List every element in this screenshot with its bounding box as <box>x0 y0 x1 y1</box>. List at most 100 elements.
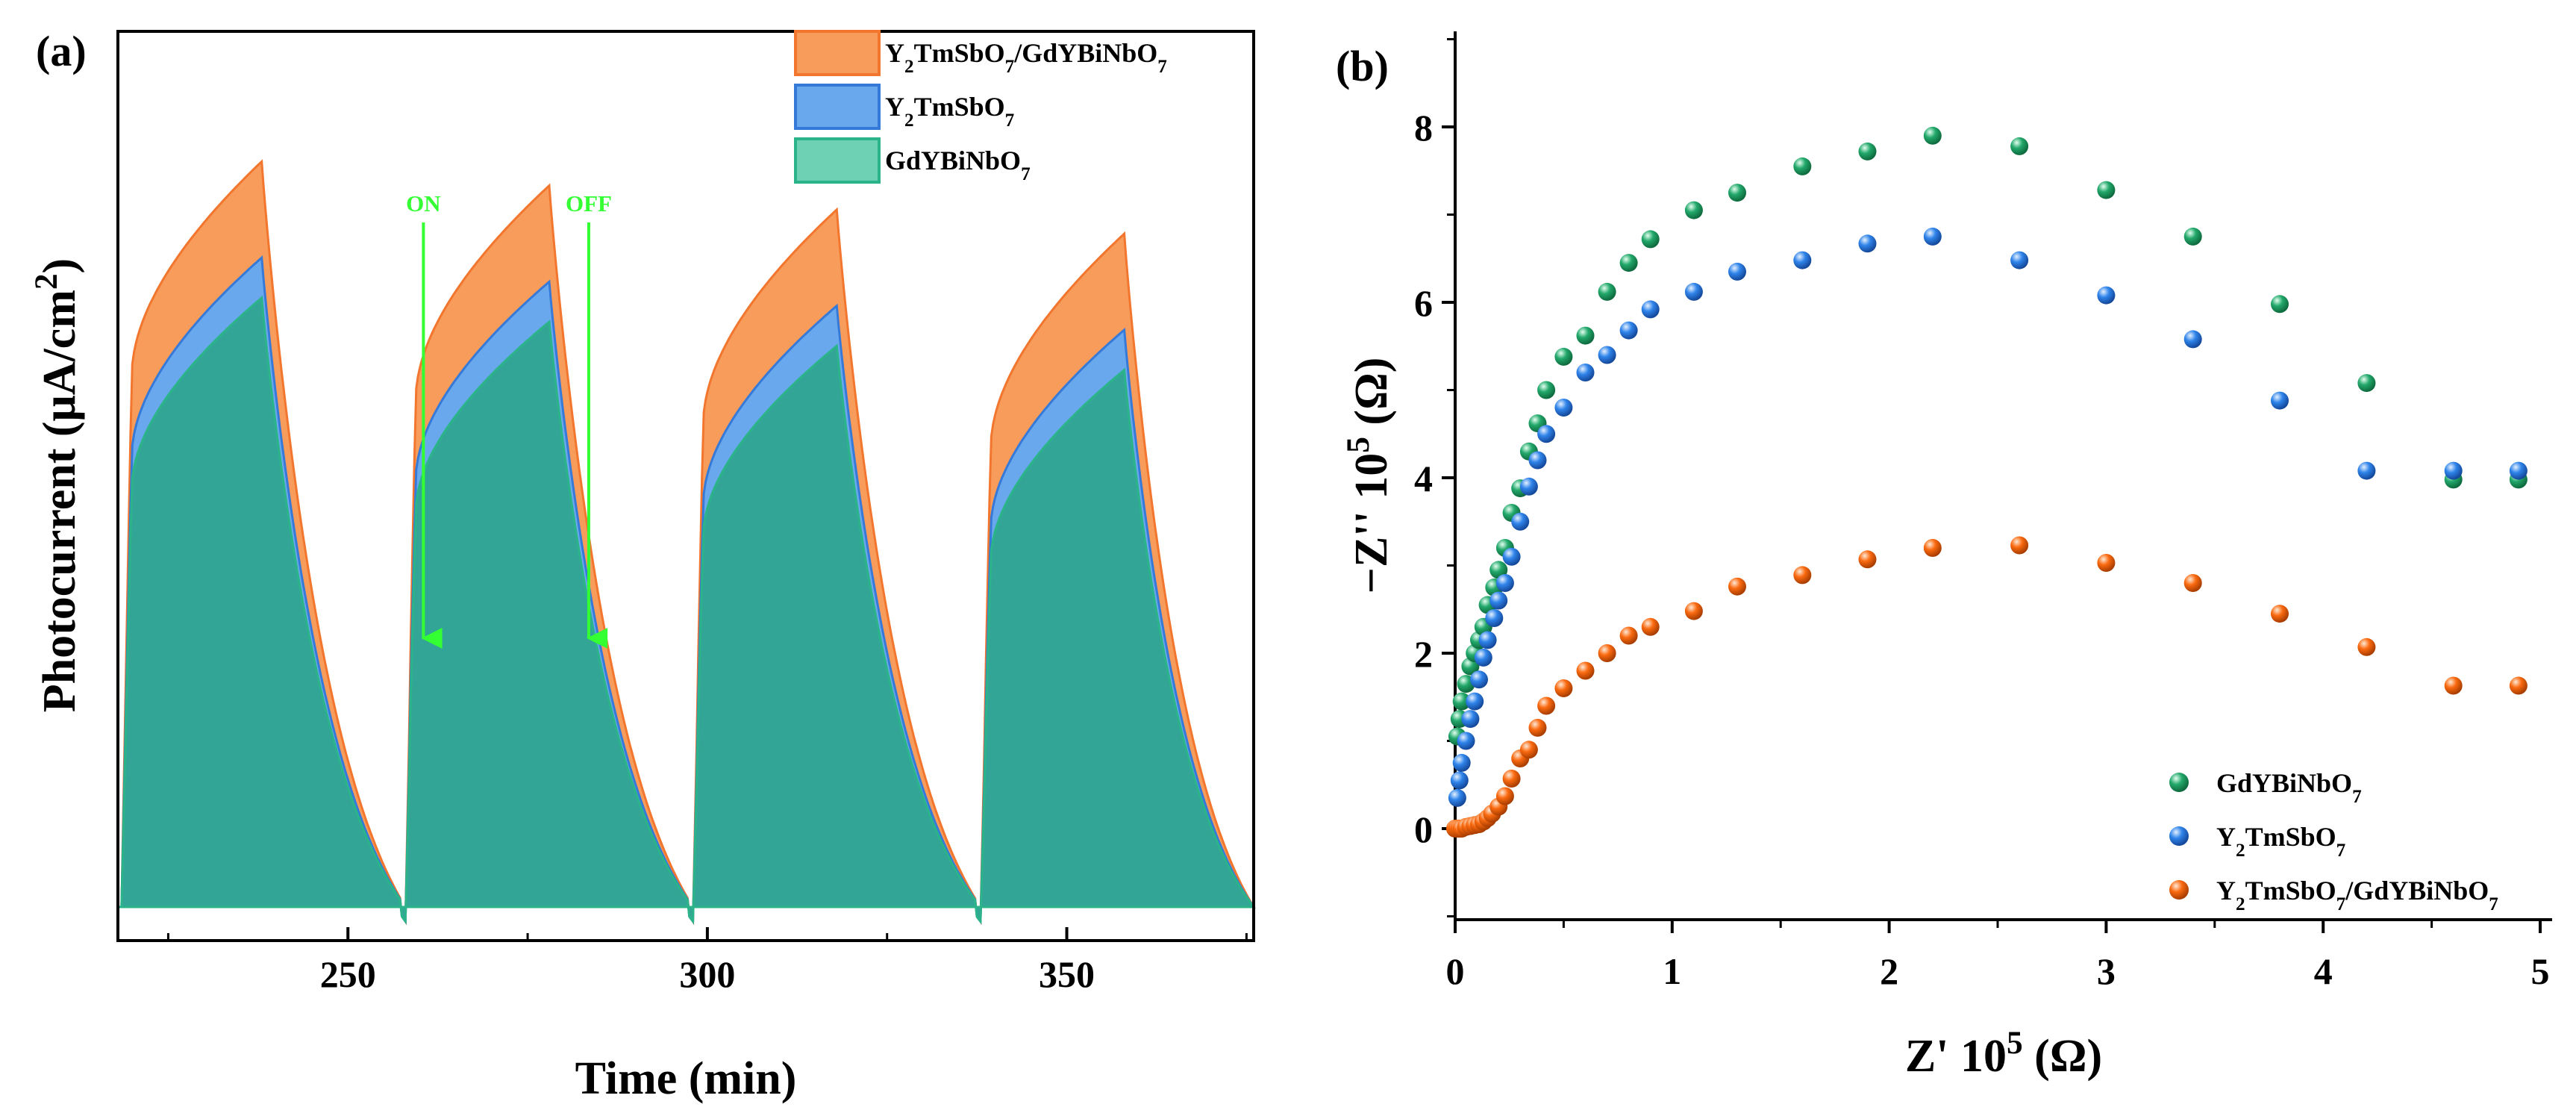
legend-swatch-a-2 <box>794 137 881 184</box>
panel-b-label: (b) <box>1336 42 1389 90</box>
b-x-title-tail: (Ω) <box>2023 1031 2102 1082</box>
legend-a-part: 7 <box>1021 164 1031 184</box>
data-point-series-0 <box>1684 201 1703 219</box>
data-point-series-2 <box>1619 626 1638 645</box>
data-point-series-0 <box>2010 137 2029 155</box>
panel-b-ticks: 0 1 2 3 4 5 0 2 4 6 8 <box>1414 38 2550 992</box>
data-point-series-2 <box>2010 536 2029 555</box>
data-point-series-1 <box>1478 631 1497 649</box>
panel-a-annotations: ON OFF <box>406 190 612 649</box>
data-point-series-0 <box>1619 254 1638 272</box>
data-point-series-1 <box>2509 461 2527 480</box>
data-point-series-0 <box>1452 692 1471 711</box>
data-point-series-1 <box>1474 648 1492 667</box>
b-x-tick-label: 3 <box>2097 950 2116 992</box>
data-point-series-1 <box>1466 692 1484 711</box>
a-y-title-tail: ) <box>34 258 85 274</box>
a-x-tick-label: 300 <box>679 953 735 995</box>
data-point-series-0 <box>2357 374 2376 393</box>
legend-a-part: 7 <box>1005 57 1015 77</box>
data-point-series-1 <box>1684 282 1703 301</box>
legend-a-part: 2 <box>904 110 914 131</box>
b-y-tick-label: 8 <box>1414 107 1433 149</box>
legend-b-part: Y <box>2216 822 2236 852</box>
b-x-tick-label: 0 <box>1446 950 1465 992</box>
a-x-tick-label: 250 <box>320 953 376 995</box>
data-point-series-0 <box>1537 381 1556 399</box>
legend-b-part: 2 <box>2236 841 2245 861</box>
data-point-series-1 <box>1495 574 1514 592</box>
legend-b-part: 7 <box>2336 894 2346 914</box>
b-y-tick-label: 4 <box>1414 458 1433 499</box>
legend-a-part: TmSbO <box>914 92 1005 122</box>
b-y-title-base: −Z'' 10 <box>1346 453 1397 594</box>
data-point-series-2 <box>1576 661 1595 680</box>
data-point-series-1 <box>2271 391 2289 410</box>
data-point-series-0 <box>1923 126 1942 145</box>
b-y-tick-label: 2 <box>1414 633 1433 675</box>
legend-label-b-1: Y2TmSbO7 <box>2216 822 2345 861</box>
annotation-on: ON <box>406 190 441 216</box>
data-point-series-2 <box>1793 566 1812 585</box>
data-point-series-2 <box>1923 539 1942 557</box>
legend-label-b-2: Y2TmSbO7/GdYBiNbO7 <box>2216 876 2498 914</box>
a-x-tick-label: 350 <box>1039 953 1095 995</box>
data-point-series-1 <box>1519 477 1538 496</box>
legend-label-b-0: GdYBiNbO7 <box>2216 768 2362 807</box>
data-point-series-2 <box>1554 679 1573 697</box>
legend-b-part: 7 <box>2336 841 2346 861</box>
panel-a-x-ticks: 250 300 350 <box>166 927 1248 995</box>
data-point-series-0 <box>2097 181 2116 199</box>
data-point-series-1 <box>1528 451 1547 470</box>
data-point-series-1 <box>1461 710 1480 729</box>
panel-a-frame <box>116 30 1255 942</box>
legend-marker-b-0 <box>2169 773 2189 792</box>
data-point-series-1 <box>1470 670 1488 689</box>
data-point-series-1 <box>1576 364 1595 381</box>
legend-a-part: Y <box>885 92 904 122</box>
data-point-series-2 <box>1519 741 1538 759</box>
data-point-series-1 <box>2444 461 2463 480</box>
a-y-title-sup: 2 <box>28 273 64 290</box>
data-point-series-1 <box>1537 425 1556 443</box>
b-x-tick-label: 1 <box>1663 950 1681 992</box>
data-point-series-1 <box>2183 330 2202 349</box>
legend-label-a-1: Y2TmSbO7 <box>885 92 1014 131</box>
area-series-2 <box>118 295 1256 925</box>
data-point-series-2 <box>2271 605 2289 623</box>
data-point-series-1 <box>1448 788 1466 807</box>
data-point-series-0 <box>1858 142 1877 160</box>
data-point-series-2 <box>2444 676 2463 695</box>
annotation-off: OFF <box>566 190 612 216</box>
legend-a-part: 7 <box>1157 57 1167 77</box>
data-point-series-1 <box>1511 512 1530 531</box>
data-point-series-2 <box>2509 676 2527 695</box>
data-point-series-1 <box>1457 732 1475 750</box>
data-point-series-2 <box>1728 577 1746 596</box>
legend-b-part: GdYBiNbO <box>2216 768 2352 798</box>
panel-a-label: (a) <box>36 27 87 75</box>
data-point-series-1 <box>2097 286 2116 305</box>
data-point-series-2 <box>1528 718 1547 737</box>
legend-swatch-a-1 <box>794 84 881 130</box>
b-x-title-base: Z' 10 <box>1905 1031 2007 1082</box>
legend-b-part: TmSbO <box>2245 822 2336 852</box>
b-x-title-sup: 5 <box>2007 1025 2023 1061</box>
data-point-series-1 <box>2357 461 2376 480</box>
b-y-tick-label: 0 <box>1414 808 1433 850</box>
panel-b-x-axis-title: Z' 105 (Ω) <box>1905 1025 2102 1082</box>
data-point-series-0 <box>1576 326 1595 345</box>
legend-label-a-2: GdYBiNbO7 <box>885 146 1031 184</box>
panel-a-x-axis-title: Time (min) <box>575 1053 797 1104</box>
data-point-series-0 <box>2183 227 2202 246</box>
data-point-series-0 <box>1641 230 1660 249</box>
panel-b-points <box>1446 126 2527 838</box>
legend-marker-b-1 <box>2169 826 2189 846</box>
b-y-title-sup: 5 <box>1340 437 1376 453</box>
data-point-series-1 <box>1489 591 1508 610</box>
legend-b-part: 7 <box>2352 787 2362 807</box>
legend-a-part: 2 <box>904 57 914 77</box>
